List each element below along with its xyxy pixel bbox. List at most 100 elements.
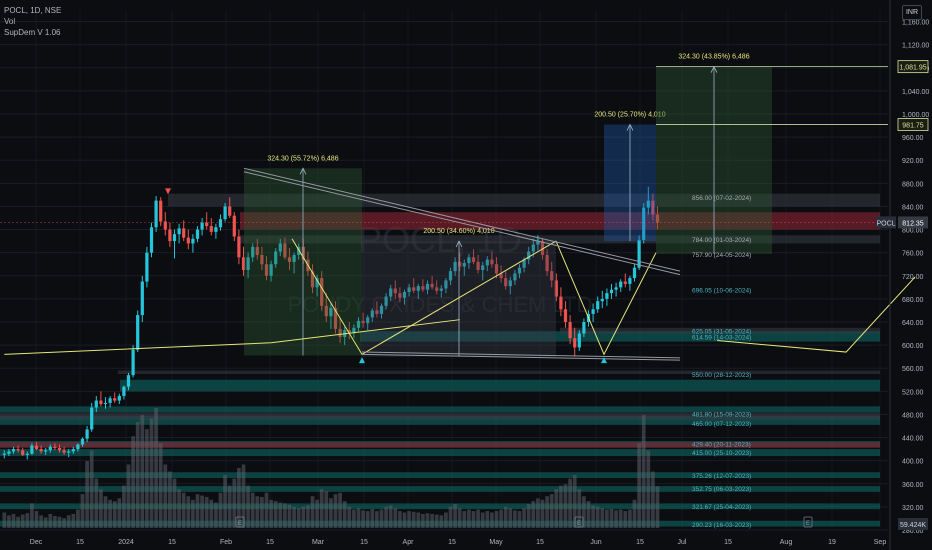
volume-bar (94, 478, 99, 528)
time-tick-label: Dec (30, 539, 43, 546)
volume-bar (453, 504, 457, 528)
time-tick-label: Aug (780, 539, 793, 546)
candle-body (39, 449, 43, 452)
measurement-arrowhead (455, 240, 463, 248)
candle-body (94, 400, 98, 408)
candle-body (646, 200, 650, 208)
last-price-badge (898, 216, 928, 229)
candle-body (527, 251, 531, 260)
symbol-title[interactable]: POCL, 1D, NSE (4, 6, 62, 15)
target-price-label: 981.75 (902, 123, 924, 130)
volume-bar (223, 475, 227, 528)
time-tick-label: 15 (448, 539, 456, 546)
price-tick-label: 1,040.00 (902, 89, 929, 96)
chart-legend: POCL, 1D, NSE Vol SupDem V 1.06 (4, 5, 61, 38)
target-price-badge (897, 60, 929, 74)
supdem-indicator-label[interactable]: SupDem V 1.06 (4, 28, 61, 37)
candle-body (513, 273, 517, 281)
volume-bar (195, 494, 200, 528)
candle-body (315, 278, 319, 288)
volume-bar (591, 505, 595, 528)
volume-bar (310, 496, 315, 528)
candle-body (44, 450, 48, 452)
zone-demand (360, 331, 880, 342)
candle-body (462, 263, 466, 267)
volume-bar (11, 513, 16, 528)
candle-body (504, 278, 508, 287)
candle-body (228, 206, 232, 216)
time-axis[interactable]: Dec 15 2024 15 Feb 15 Mar 15 Apr 15 May 15 Jun 15 Jul 1… (30, 516, 887, 546)
time-tick-label: Jul (678, 539, 687, 546)
candle-body (324, 305, 328, 317)
measurement-label: 200.50 (34.60%) 4,010 (423, 228, 494, 235)
volume-bar (287, 504, 292, 528)
volume-bar (572, 475, 577, 528)
candle-body (642, 207, 646, 240)
candle-body (568, 322, 572, 339)
candle-body (421, 286, 425, 290)
candle-body (333, 308, 338, 329)
volume-bar (273, 501, 278, 528)
target-price-label: 1,081.95 (899, 65, 926, 72)
price-tick-label: 280.00 (902, 528, 924, 535)
volume-bar (292, 506, 296, 528)
level-label: 856.00 (07-02-2024) (692, 195, 751, 202)
price-tick-label: 680.00 (902, 297, 924, 304)
candle-body (425, 283, 430, 290)
candle-body (2, 453, 6, 455)
level-label: 429.40 (20-11-2023) (692, 442, 751, 449)
last-price-label: 812.35 (902, 220, 924, 227)
candle-body (435, 287, 439, 291)
level-label: 481.80 (15-09-2023) (692, 411, 751, 418)
candle-body (172, 234, 177, 242)
volume-bar (402, 512, 407, 528)
candle-body (416, 286, 420, 291)
candle-body (444, 280, 448, 289)
currency-button[interactable]: INR (902, 5, 922, 20)
candle-body (30, 445, 34, 454)
candle-body (131, 349, 135, 376)
zone-grey (118, 370, 880, 374)
candle-body (62, 450, 66, 453)
volume-bar (306, 505, 310, 528)
level-label: 415.00 (25-10-2023) (692, 450, 751, 457)
volume-bar (7, 515, 11, 528)
candle-body (163, 221, 167, 230)
volume-bar (526, 504, 531, 528)
candle-body (16, 449, 20, 451)
volume-bar (99, 489, 103, 528)
candle-body (149, 227, 154, 253)
candle-body (485, 259, 489, 266)
volume-bar (80, 494, 85, 528)
level-label: 757.90 (24-05-2024) (692, 252, 751, 259)
candle-body (76, 444, 80, 450)
candle-body (398, 293, 402, 298)
candle-body (195, 229, 200, 239)
volume-bar (356, 508, 361, 528)
volume-bar (439, 515, 444, 528)
candle-body (494, 264, 499, 274)
watermark-name: PONDY OXIDES & CHEM LTD (288, 292, 593, 317)
volume-bar (329, 498, 333, 528)
candle-body (246, 257, 250, 270)
price-axis[interactable]: 1,160.001,120.001,080.001,040.001,000.00… (876, 0, 929, 550)
volume-bar (347, 506, 352, 528)
volume-bar (430, 513, 434, 528)
volume-bar (393, 508, 398, 528)
candle-body (48, 446, 52, 451)
volume-bar (333, 494, 338, 528)
candle-body (623, 281, 627, 284)
zone-demand (0, 406, 880, 413)
candle-body (430, 283, 434, 288)
volume-bar (250, 492, 255, 528)
volume-bar (586, 501, 591, 528)
trendline-lower (243, 171, 681, 276)
candle-body (605, 293, 609, 299)
volume-bar (34, 511, 39, 528)
pattern-path-2 (555, 240, 657, 356)
volume-indicator-label[interactable]: Vol (4, 17, 16, 26)
volume-bar (595, 506, 600, 528)
candle-body (108, 398, 112, 403)
candle-body (600, 298, 604, 302)
